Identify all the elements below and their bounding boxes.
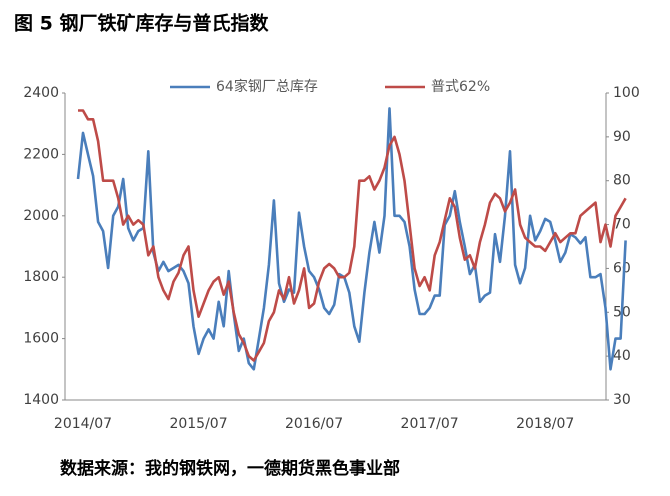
y2-tick-label: 70	[613, 217, 631, 233]
y-tick-label: 2400	[23, 85, 59, 101]
legend-label: 64家钢厂总库存	[216, 78, 318, 95]
x-tick-label: 2016/07	[285, 416, 343, 432]
x-tick-label: 2015/07	[169, 416, 227, 432]
y2-tick-label: 60	[613, 260, 631, 276]
series-line	[76, 107, 627, 371]
y2-tick-label: 40	[613, 348, 631, 364]
y-tick-label: 1600	[23, 331, 59, 347]
y2-tick-label: 30	[613, 392, 631, 408]
y-tick-label: 2000	[23, 208, 59, 224]
y-tick-label: 2200	[23, 146, 59, 162]
x-tick-label: 2018/07	[516, 416, 574, 432]
x-tick-label: 2014/07	[54, 416, 112, 432]
x-tick-label: 2017/07	[401, 416, 459, 432]
legend-label: 普式62%	[431, 79, 490, 95]
chart-title: 图 5 钢厂铁矿库存与普氏指数	[14, 12, 269, 35]
y2-tick-label: 100	[613, 85, 640, 101]
y-tick-label: 1400	[23, 392, 59, 408]
y2-tick-label: 80	[613, 173, 631, 189]
series-line	[78, 109, 627, 362]
y-tick-label: 1800	[23, 269, 59, 285]
y2-tick-label: 90	[613, 129, 631, 145]
source-note: 数据来源：我的钢铁网，一德期货黑色事业部	[60, 458, 400, 479]
